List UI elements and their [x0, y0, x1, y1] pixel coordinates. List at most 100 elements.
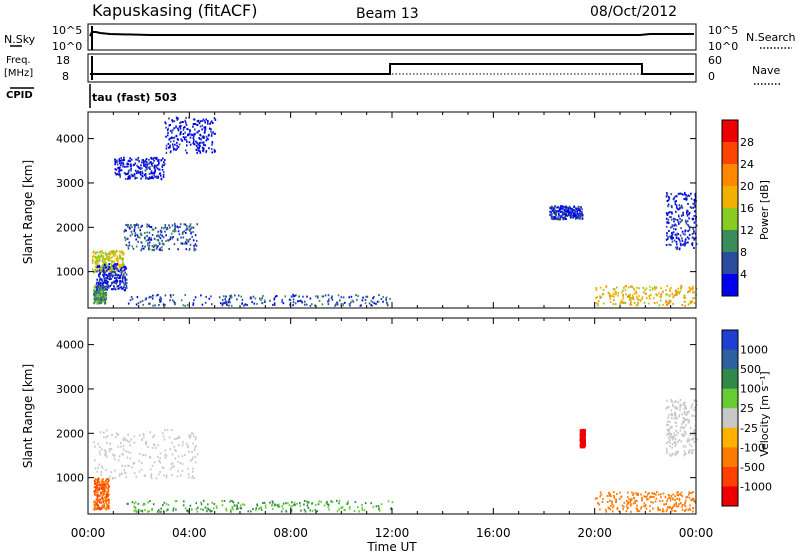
data-cell: [153, 174, 155, 177]
data-cell: [686, 236, 689, 239]
data-cell: [165, 476, 168, 479]
data-cell: [114, 277, 116, 279]
data-cell: [130, 169, 132, 172]
data-cell: [125, 287, 128, 289]
data-cell: [171, 143, 174, 146]
data-cell: [106, 282, 108, 285]
data-cell: [676, 407, 678, 410]
data-cell: [693, 499, 695, 502]
data-cell: [129, 444, 131, 447]
data-cell: [196, 151, 198, 154]
data-cell: [165, 122, 167, 125]
data-cell: [613, 299, 615, 302]
data-cell: [107, 480, 110, 482]
data-cell: [106, 506, 108, 509]
data-cell: [195, 244, 198, 247]
data-cell: [677, 287, 679, 290]
data-cell: [110, 266, 112, 269]
data-cell: [151, 172, 153, 175]
data-cell: [260, 508, 263, 511]
data-cell: [660, 287, 662, 290]
data-cell: [123, 266, 125, 269]
data-cell: [660, 296, 662, 299]
data-cell: [344, 301, 346, 304]
data-cell: [148, 224, 150, 227]
data-cell: [685, 196, 687, 199]
data-cell: [172, 236, 174, 238]
data-cell: [194, 123, 196, 125]
data-cell: [96, 278, 98, 281]
colorbar-swatch: [722, 186, 738, 209]
data-cell: [96, 269, 99, 272]
data-cell: [692, 433, 694, 436]
data-cell: [236, 505, 238, 508]
data-cell: [222, 303, 224, 306]
data-cell: [189, 227, 192, 230]
data-cell: [668, 299, 671, 302]
data-cell: [186, 151, 188, 154]
data-cell: [583, 440, 586, 443]
data-cell: [673, 417, 675, 420]
data-cell: [101, 283, 104, 286]
data-cell: [583, 435, 586, 438]
data-cell: [143, 436, 145, 439]
data-cell: [177, 460, 179, 463]
data-cell: [314, 508, 317, 511]
data-cell: [103, 487, 105, 490]
data-cell: [674, 414, 677, 417]
data-cell: [390, 508, 392, 511]
data-cell: [639, 298, 641, 301]
data-cell: [622, 289, 624, 292]
data-cell: [251, 301, 253, 304]
data-cell: [112, 281, 114, 284]
data-cell: [602, 302, 605, 305]
data-cell: [185, 228, 187, 231]
data-cell: [368, 302, 371, 305]
data-cell: [191, 458, 193, 461]
data-cell: [571, 207, 573, 210]
data-cell: [143, 161, 145, 164]
data-cell: [108, 255, 110, 258]
data-cell: [688, 226, 691, 229]
data-cell: [136, 234, 139, 237]
colorbar-swatch: [722, 388, 738, 409]
data-cell: [679, 406, 681, 409]
data-cell: [108, 286, 110, 289]
data-cell: [385, 301, 388, 304]
data-cell: [665, 442, 668, 445]
data-cell: [342, 296, 345, 299]
colorbar-swatch: [722, 369, 738, 390]
data-cell: [97, 298, 100, 301]
data-cell: [674, 203, 677, 206]
data-cell: [581, 443, 583, 446]
data-cell: [652, 288, 654, 291]
data-cell: [352, 300, 355, 303]
data-cell: [176, 238, 179, 241]
data-cell: [188, 141, 191, 144]
data-cell: [583, 442, 586, 445]
data-cell: [121, 287, 123, 290]
data-cell: [607, 291, 610, 294]
data-cell: [168, 124, 171, 127]
data-cell: [364, 502, 367, 505]
data-cell: [98, 251, 100, 254]
data-cell: [177, 230, 180, 233]
data-cell: [335, 303, 337, 306]
data-cell: [162, 171, 165, 174]
data-cell: [625, 510, 628, 513]
data-cell: [120, 267, 123, 270]
data-cell: [96, 251, 98, 254]
data-cell: [650, 293, 652, 296]
data-cell: [185, 238, 188, 241]
data-cell: [670, 300, 672, 303]
data-cell: [204, 126, 207, 129]
data-cell: [562, 207, 564, 210]
data-cell: [665, 217, 668, 220]
data-cell: [151, 464, 154, 467]
data-cell: [131, 501, 134, 504]
colorbar-tick-label: 20: [740, 180, 754, 193]
data-cell: [671, 497, 674, 500]
data-cell: [195, 444, 197, 447]
data-cell: [103, 278, 106, 281]
data-cell: [116, 255, 119, 258]
